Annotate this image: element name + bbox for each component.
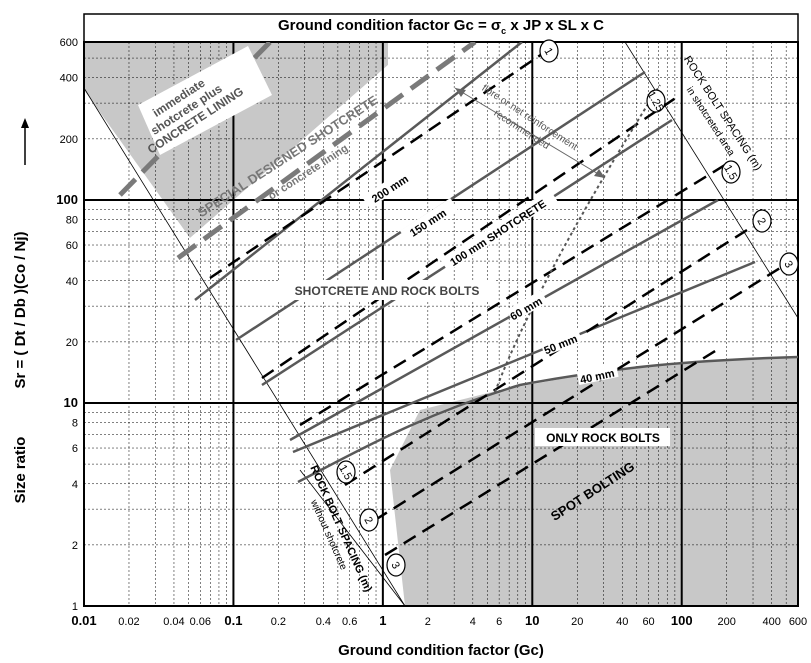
x-tick-label: 0.2 — [271, 616, 286, 628]
spacing-marker-label: 2 — [754, 216, 767, 227]
y-tick-label: 4 — [72, 479, 78, 491]
rock-bolt-region-shade — [390, 357, 798, 606]
line-40mm — [297, 355, 798, 484]
y-axis-ticks: 1 2 4 6 8 10 20 40 60 80 100 200 400 600 — [56, 37, 78, 613]
spacing-marker-label: 3 — [388, 560, 401, 571]
spacing-marker-no-shotcrete — [336, 460, 356, 484]
y-tick-label: 2 — [72, 540, 78, 552]
x-tick-label: 0.6 — [342, 616, 357, 628]
line-60mm — [289, 198, 719, 442]
x-tick-label: 1 — [379, 613, 386, 628]
x-tick-label: 100 — [671, 613, 693, 628]
diagram-title: Ground condition factor Gc = σc x JP x S… — [278, 17, 604, 36]
fibre-arrow — [454, 87, 606, 179]
y-tick-label: 60 — [66, 240, 78, 252]
line-200mm — [194, 42, 523, 301]
y-tick-label: 600 — [60, 37, 78, 49]
special-boundary-line — [176, 42, 477, 261]
spacing-marker-shotcrete — [539, 39, 559, 63]
x-tick-label: 0.01 — [71, 613, 96, 628]
y-axis-formula: Sr = ( Dt / Db )(Co / Nj) — [12, 231, 29, 388]
x-tick-label: 2 — [425, 616, 431, 628]
y-tick-label: 40 — [66, 276, 78, 288]
y-tick-label: 8 — [72, 418, 78, 430]
x-axis-label: Ground condition factor (Gc) — [338, 642, 544, 659]
spacing-line-2 — [344, 223, 756, 487]
x-tick-label: 40 — [616, 616, 628, 628]
y-tick-label: 100 — [56, 192, 78, 207]
spacing-marker-no-shotcrete — [386, 553, 406, 577]
spacing-marker-shotcrete — [779, 252, 799, 276]
concrete-lining-region — [84, 42, 388, 238]
spacing-line-1-5 — [299, 163, 726, 427]
y-tick-label: 80 — [66, 215, 78, 227]
x-tick-label: 400 — [763, 616, 781, 628]
y-tick-label: 10 — [64, 395, 78, 410]
x-tick-label: 0.06 — [190, 616, 211, 628]
only-bolts-label: ONLY ROCK BOLTS — [546, 431, 660, 445]
right-boundary-line — [624, 42, 798, 319]
left-boundary-line — [84, 87, 406, 606]
spacing-line-1-25 — [261, 93, 681, 380]
y-tick-label: 6 — [72, 443, 78, 455]
thickness-labels: 200 mm 150 mm 100 mm SHOTCRETE 60 mm 50 … — [361, 164, 619, 387]
shotcrete-bolts-label: SHOTCRETE AND ROCK BOLTS — [295, 284, 480, 298]
special-shotcrete-band — [190, 42, 470, 285]
title-frame — [83, 13, 799, 43]
y-tick-label: 200 — [60, 134, 78, 146]
label-100mm: 100 mm SHOTCRETE — [448, 198, 548, 269]
y-axis-label: Size ratio — [12, 437, 29, 504]
spacing-marker-no-shotcrete — [359, 508, 379, 532]
x-tick-label: 0.1 — [224, 613, 242, 628]
x-tick-label: 600 — [789, 616, 807, 628]
x-tick-label: 6 — [496, 616, 502, 628]
y-tick-label: 400 — [60, 73, 78, 85]
fibre-boundary-line — [494, 84, 661, 393]
spacing-marker-label: 1 — [541, 46, 554, 57]
spacing-line-3a — [374, 266, 781, 522]
spacing-marker-label: 2 — [361, 515, 374, 526]
x-tick-label: 10 — [525, 613, 539, 628]
y-tick-label: 20 — [66, 337, 78, 349]
x-tick-label: 4 — [470, 616, 476, 628]
line-50mm — [292, 260, 756, 454]
x-tick-label: 200 — [718, 616, 736, 628]
spacing-marker-label: 3 — [781, 259, 794, 270]
spacing-marker-shotcrete — [752, 209, 772, 233]
x-axis-ticks: 0.01 0.02 0.04 0.06 0.1 0.2 0.4 0.6 1 2 4 6 10 20 40 60… — [71, 613, 807, 628]
x-tick-label: 0.04 — [163, 616, 184, 628]
x-tick-label: 20 — [571, 616, 583, 628]
spacing-marker-shotcrete — [646, 89, 666, 113]
spacing-line-1 — [209, 50, 546, 280]
y-tick-label: 1 — [72, 601, 78, 613]
x-tick-label: 60 — [642, 616, 654, 628]
spacing-marker-shotcrete — [721, 160, 741, 184]
x-tick-label: 0.02 — [118, 616, 139, 628]
x-tick-label: 0.4 — [316, 616, 331, 628]
